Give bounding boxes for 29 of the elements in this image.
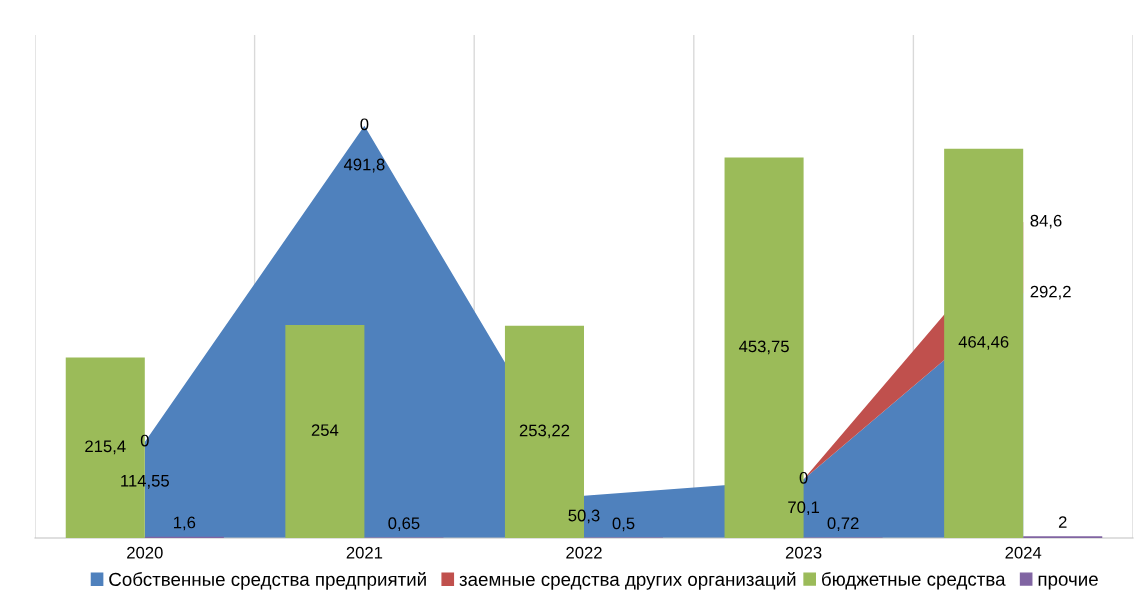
data-label: 453,75	[738, 340, 789, 355]
data-label: 254	[311, 424, 339, 437]
data-label: 215,4	[85, 440, 126, 455]
data-label: 114,55	[121, 475, 169, 489]
legend-label: бюджетные средства	[822, 571, 1006, 590]
data-label: 1,6	[174, 516, 196, 531]
data-label: 253,22	[519, 424, 570, 439]
data-label: 0,65	[388, 517, 420, 532]
data-label: 0,72	[827, 517, 859, 532]
legend-label: прочие	[1038, 575, 1098, 590]
data-label: 491,8	[343, 158, 385, 173]
x-tick-label: 2023	[785, 546, 822, 559]
bar	[285, 325, 365, 538]
legend-label: Собственные средства предприятий	[109, 571, 426, 590]
data-label: 292,2	[1030, 285, 1071, 300]
legend-label: заемные средства других организаций	[459, 571, 796, 590]
x-tick-label: 2024	[1005, 546, 1042, 559]
data-label: 0	[799, 471, 808, 484]
data-label: 464,46	[958, 335, 1009, 350]
data-label: 0	[360, 118, 369, 131]
data-label: 84,6	[1030, 214, 1062, 229]
x-tick-label: 2020	[127, 546, 163, 559]
x-tick-label: 2022	[566, 546, 602, 559]
data-label: 50,3	[568, 509, 600, 524]
data-label: 0	[140, 434, 149, 447]
x-tick-label: 2021	[346, 546, 383, 559]
data-label: 2	[1058, 516, 1067, 528]
data-label: 0,5	[612, 517, 635, 532]
data-label: 70,1	[788, 501, 820, 516]
